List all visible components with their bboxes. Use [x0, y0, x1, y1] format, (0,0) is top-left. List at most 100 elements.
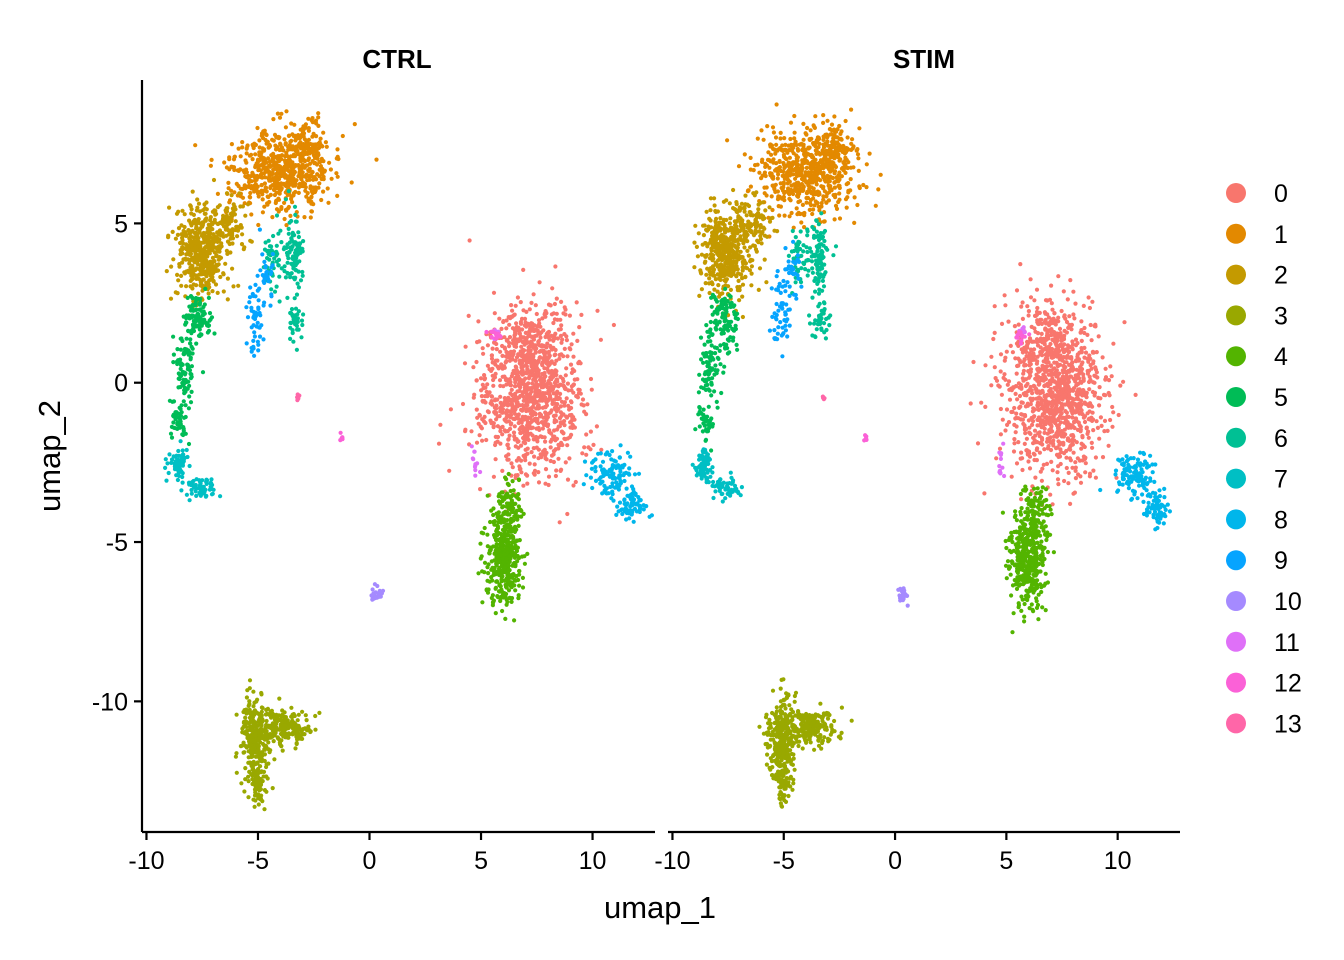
point — [541, 415, 546, 420]
point — [512, 424, 517, 429]
point — [297, 152, 302, 157]
point — [622, 498, 627, 503]
point — [622, 478, 627, 484]
point — [511, 430, 517, 435]
point — [245, 143, 250, 148]
point — [627, 466, 632, 471]
point — [487, 390, 492, 395]
point — [251, 338, 256, 343]
point — [231, 284, 236, 289]
point — [191, 282, 196, 287]
point — [527, 386, 532, 391]
point — [171, 334, 176, 339]
point — [1090, 410, 1095, 415]
point — [225, 276, 230, 281]
point — [521, 483, 526, 488]
point — [546, 482, 551, 488]
point — [1048, 492, 1053, 497]
point — [263, 240, 268, 245]
point — [1012, 437, 1017, 442]
point — [551, 452, 556, 457]
point — [335, 193, 340, 198]
point — [250, 777, 255, 782]
point — [558, 410, 564, 415]
point — [546, 329, 552, 335]
point — [182, 212, 187, 217]
point — [278, 228, 283, 233]
point — [548, 458, 553, 464]
point — [236, 146, 241, 151]
point — [509, 461, 514, 466]
point — [209, 243, 214, 248]
point — [515, 374, 520, 379]
facet-title-stim: STIM — [893, 44, 955, 74]
point — [377, 592, 382, 597]
point — [507, 340, 512, 345]
point — [527, 399, 532, 404]
point — [515, 473, 520, 478]
point — [232, 154, 237, 159]
point — [580, 451, 585, 456]
point — [507, 596, 512, 601]
point — [480, 398, 485, 404]
point — [289, 237, 294, 242]
point — [266, 740, 271, 745]
point — [242, 201, 247, 206]
point — [512, 437, 517, 442]
point — [179, 410, 184, 415]
point — [297, 171, 302, 176]
point — [1056, 274, 1061, 279]
point — [466, 313, 471, 318]
point — [508, 316, 513, 321]
point — [502, 428, 507, 433]
point — [243, 158, 248, 163]
point — [509, 551, 515, 556]
point — [222, 160, 227, 165]
point — [1071, 491, 1076, 496]
point — [264, 789, 269, 794]
point — [176, 448, 181, 454]
point — [221, 289, 226, 294]
point — [264, 189, 269, 194]
point — [225, 206, 230, 211]
point — [1059, 429, 1064, 434]
point — [474, 440, 480, 445]
point — [259, 713, 264, 718]
point — [593, 469, 598, 474]
point — [210, 491, 215, 496]
point — [523, 376, 528, 381]
point — [581, 403, 586, 408]
point — [282, 137, 287, 142]
point — [183, 431, 188, 436]
point — [512, 583, 517, 588]
point — [567, 313, 573, 318]
point — [537, 427, 542, 432]
point — [544, 400, 549, 405]
point — [560, 376, 565, 381]
point — [554, 409, 559, 414]
point — [262, 752, 267, 757]
point — [546, 378, 552, 383]
point — [516, 556, 522, 561]
point — [286, 177, 291, 182]
point — [229, 233, 234, 238]
point — [318, 136, 323, 141]
point — [516, 456, 521, 461]
point — [1027, 430, 1032, 435]
point — [610, 449, 615, 454]
point — [607, 452, 612, 458]
point — [194, 208, 199, 213]
point — [485, 363, 490, 368]
point — [171, 360, 176, 365]
point — [513, 588, 518, 593]
point — [548, 445, 553, 450]
point — [544, 361, 549, 366]
point — [518, 425, 524, 430]
point — [252, 330, 257, 335]
point — [274, 284, 279, 289]
point — [177, 405, 182, 410]
point — [290, 732, 295, 737]
point — [238, 154, 243, 159]
point — [1008, 343, 1013, 348]
point — [223, 261, 228, 266]
